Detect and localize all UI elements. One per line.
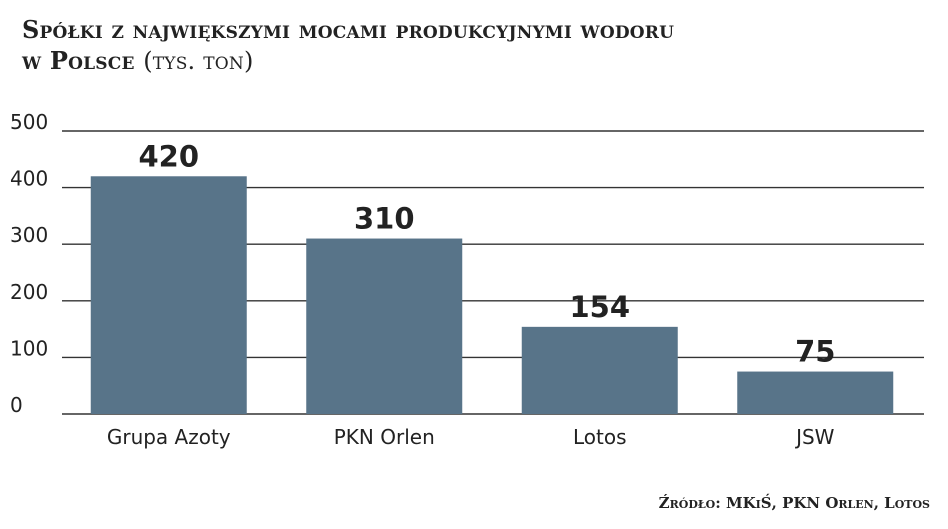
data-label: 310 <box>354 202 415 236</box>
bar <box>306 238 463 414</box>
x-tick-label: PKN Orlen <box>334 425 435 449</box>
bar <box>737 371 894 414</box>
source-note: Źródło: MKiŚ, PKN Orlen, Lotos <box>658 494 930 512</box>
chart-title: Spółki z największymi mocami produkcyjny… <box>22 14 922 77</box>
data-label: 154 <box>569 290 630 324</box>
chart-title-line2-wrap: w Polsce (tys. ton) <box>22 45 922 77</box>
chart-unit: (tys. ton) <box>143 47 254 75</box>
bar <box>90 176 247 414</box>
x-tick-label: Grupa Azoty <box>107 425 231 449</box>
chart-title-line2: w Polsce <box>22 46 135 75</box>
x-tick-label: Lotos <box>573 425 627 449</box>
y-tick-label: 300 <box>10 223 48 247</box>
y-tick-label: 100 <box>10 336 48 360</box>
y-tick-label: 200 <box>10 280 48 304</box>
data-label: 75 <box>795 335 835 369</box>
y-tick-label: 400 <box>10 167 48 191</box>
y-tick-label: 0 <box>10 393 23 417</box>
bar <box>521 326 678 414</box>
data-label: 420 <box>138 139 199 173</box>
y-tick-label: 500 <box>10 110 48 134</box>
x-tick-label: JSW <box>794 425 835 449</box>
chart-title-line1: Spółki z największymi mocami produkcyjny… <box>22 15 675 44</box>
